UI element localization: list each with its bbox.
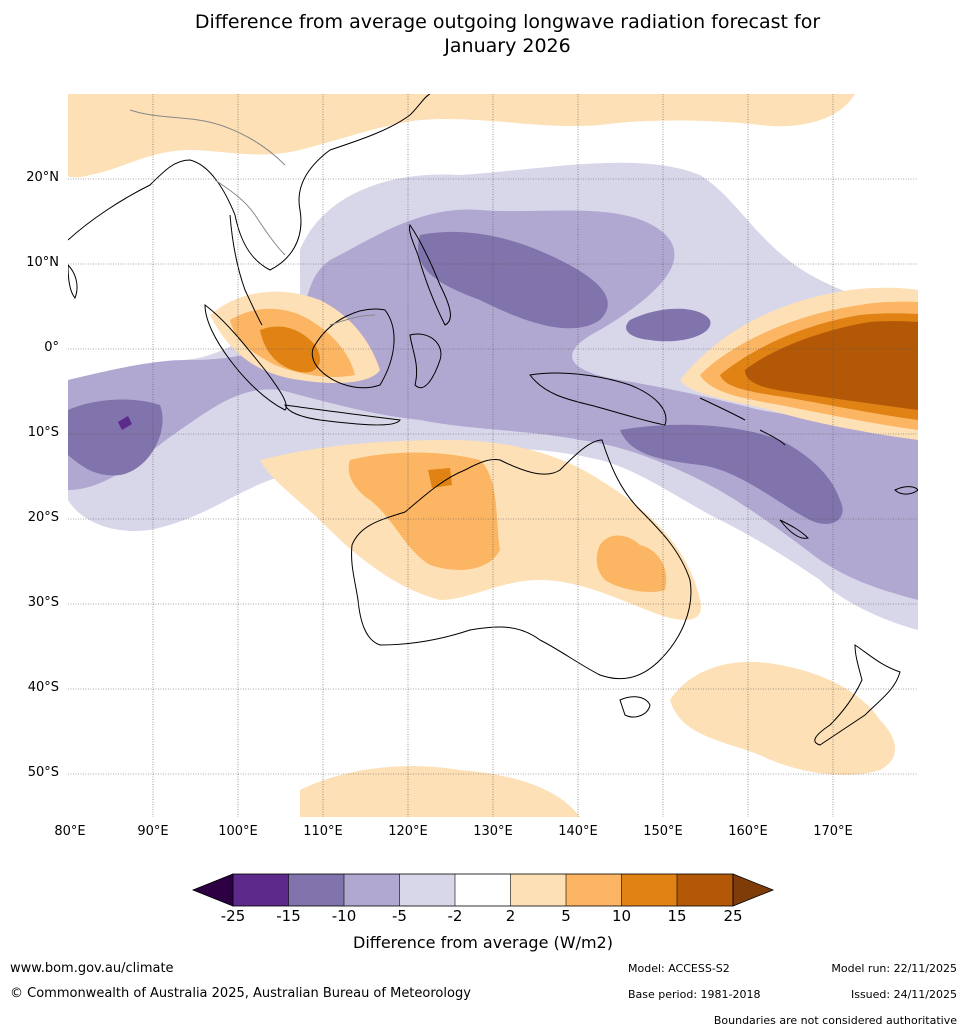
footer-website: www.bom.gov.au/climate [10, 961, 174, 976]
footer-copyright: © Commonwealth of Australia 2025, Austra… [10, 986, 471, 1001]
new-zealand-coastline [814, 644, 901, 746]
footer-base-period: Base period: 1981-2018 [628, 988, 761, 1001]
colorbar-bin-2-2 [455, 874, 511, 906]
anomaly-region-strong-negative-east [418, 231, 608, 329]
lon-label-140e: 140°E [558, 824, 598, 839]
colorbar-dividers [288, 874, 678, 906]
coastlines [68, 94, 918, 746]
java-coastline [284, 404, 401, 426]
sumatra-coastline [204, 303, 287, 411]
tasmania-coastline [619, 696, 651, 718]
colorbar-bin-10-5 [344, 874, 400, 906]
lon-label-80e: 80°E [54, 824, 86, 839]
new-guinea-coastline [529, 372, 667, 426]
lat-label-0: 0° [44, 340, 59, 355]
lon-label-130e: 130°E [473, 824, 513, 839]
lat-label-40s: 40°S [27, 680, 59, 695]
mainland-asia-border-2 [214, 179, 286, 256]
colorbar-tick: 2 [505, 907, 516, 925]
colorbar-tick: -15 [276, 907, 301, 925]
anomaly-region-very-strong-positive-pacific [745, 321, 918, 410]
colorbar-max-extension [732, 873, 775, 907]
australia-coastline [351, 439, 692, 680]
anomaly-region-moderate-positive-queensland [596, 535, 667, 592]
anomaly-region-strong-negative-pacific [626, 308, 711, 342]
anomaly-region-strong-negative-indian [68, 399, 163, 476]
anomaly-region-moderate-positive-australia [348, 452, 500, 570]
anomaly-region-very-strong-negative [118, 416, 132, 430]
asia-coastline [68, 94, 431, 271]
lon-label-120e: 120°E [388, 824, 428, 839]
borneo-coastline [311, 308, 395, 389]
anomaly-field [68, 94, 918, 817]
anomaly-region-strong-positive-borneo [260, 326, 320, 373]
title-line-2: January 2026 [444, 35, 571, 57]
graticule [68, 94, 918, 817]
colorbar-bin-5-10 [566, 874, 622, 906]
anomaly-region-weak-positive-south [300, 766, 580, 817]
lat-label-30s: 30°S [27, 595, 59, 610]
colorbar-min-extension [191, 873, 234, 907]
lat-label-10s: 10°S [27, 425, 59, 440]
colorbar [191, 873, 775, 907]
borneo-border [329, 314, 376, 326]
anomaly-region-strong-positive-australia [428, 468, 452, 488]
footer-model-run: Model run: 22/11/2025 [831, 962, 957, 975]
colorbar-tick: 15 [667, 907, 687, 925]
lat-label-20s: 20°S [27, 510, 59, 525]
colorbar-bin-10-15 [621, 874, 677, 906]
lon-label-100e: 100°E [218, 824, 258, 839]
mainland-asia-border-1 [129, 109, 286, 166]
footer-issued: Issued: 24/11/2025 [850, 988, 957, 1001]
colorbar-tick: -10 [331, 907, 357, 925]
colorbar-bin-5-2 [399, 874, 455, 906]
solomon-islands-coastline [699, 397, 786, 446]
footer-disclaimer: Boundaries are not considered authoritat… [713, 1014, 957, 1027]
chart-title: Difference from average outgoing longwav… [0, 10, 965, 58]
anomaly-region-weak-positive-tasman [670, 661, 895, 775]
colorbar-tick: -25 [220, 907, 246, 925]
sulawesi-coastline [409, 333, 442, 388]
malay-peninsula-coastline [229, 214, 263, 326]
fiji-coastline [894, 486, 918, 495]
philippines-coastline [409, 223, 451, 326]
title-line-1: Difference from average outgoing longwav… [194, 11, 821, 33]
footer-model: Model: ACCESS-S2 [628, 962, 730, 975]
anomaly-region-strong-negative-coral [620, 424, 843, 524]
colorbar-tick: 25 [723, 907, 743, 925]
colorbar-bin-15-25 [677, 874, 733, 906]
lat-label-10n: 10°N [26, 255, 59, 270]
colorbar-tick: -5 [392, 907, 407, 925]
lon-label-170e: 170°E [813, 824, 853, 839]
lon-label-160e: 160°E [728, 824, 768, 839]
colorbar-tick: 5 [561, 907, 571, 925]
lat-label-20n: 20°N [26, 170, 59, 185]
colorbar-bin-2-5 [510, 874, 566, 906]
lon-label-90e: 90°E [137, 824, 169, 839]
colorbar-bin-15-10 [288, 874, 344, 906]
colorbar-tick: 10 [611, 907, 632, 925]
anomaly-region-weak-positive-asia [68, 94, 855, 178]
new-caledonia-coastline [779, 519, 809, 539]
colorbar-tick: -2 [447, 907, 463, 925]
country-borders [129, 109, 376, 326]
sri-lanka-coastline [68, 264, 78, 299]
colorbar-frame [232, 873, 734, 907]
lat-label-50s: 50°S [27, 765, 59, 780]
lon-label-150e: 150°E [643, 824, 683, 839]
colorbar-title: Difference from average (W/m2) [353, 933, 613, 952]
colorbar-bin-25-15 [233, 874, 289, 906]
lon-label-110e: 110°E [303, 824, 343, 839]
